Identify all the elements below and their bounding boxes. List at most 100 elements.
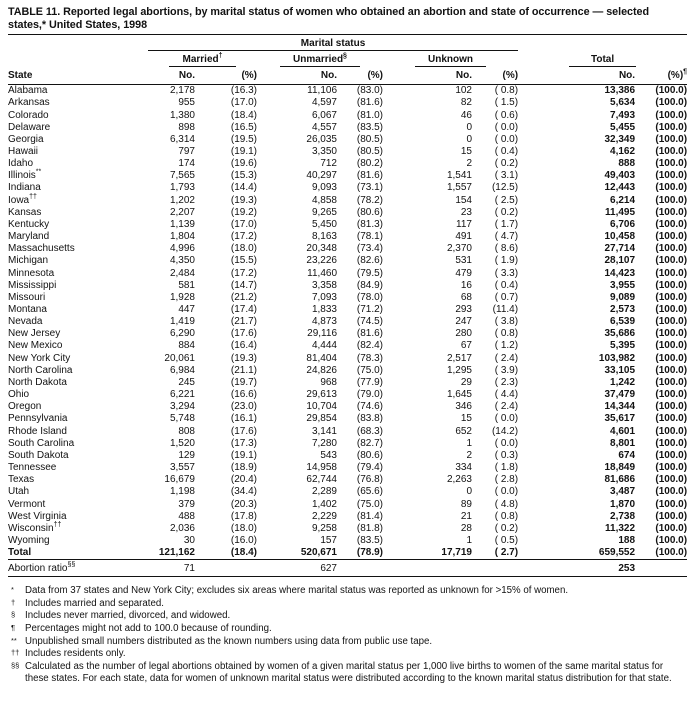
total-pct-cell: (100.0) [655, 474, 688, 486]
married-pct-cell [195, 559, 257, 578]
married-marker: † [218, 52, 223, 60]
unmarried-pct-cell: (80.6) [356, 449, 383, 461]
unknown-pct-cell: ( 0.5) [494, 534, 519, 546]
state-cell: Michigan [8, 255, 49, 267]
table-row: Vermont 379 (20.3) 1,402 (75.0) 89 ( 4.8) 1,870… [8, 499, 687, 511]
footnote-text: Percentages might not add to 100.0 becau… [25, 623, 272, 635]
unknown-no-cell: 652 [455, 425, 472, 437]
total-no-cell: 28,107 [604, 255, 636, 267]
married-pct-cell: (18.4) [230, 109, 257, 121]
unknown-pct-cell: ( 2.5) [494, 194, 519, 206]
unknown-no-cell: 67 [460, 340, 472, 352]
married-pct-cell: (16.4) [230, 340, 257, 352]
unknown-no-cell: 247 [455, 316, 472, 328]
total-pct-cell: (100.0) [655, 255, 688, 267]
married-no-cell: 488 [178, 510, 195, 522]
married-pct-cell: (34.4) [230, 486, 257, 498]
married-pct-cell: (19.3) [230, 352, 257, 364]
married-no-cell: 884 [178, 340, 195, 352]
state-cell: Alabama [8, 85, 48, 97]
unknown-no-cell: 280 [455, 328, 472, 340]
title-rule [8, 34, 687, 36]
unmarried-pct-cell: (78.0) [356, 291, 383, 303]
married-no-cell: 3,294 [169, 401, 195, 413]
married-pct-cell: (21.1) [230, 364, 257, 376]
married-pct-cell: (21.7) [230, 316, 257, 328]
unmarried-no-cell: 23,226 [306, 255, 337, 267]
unmarried-no-cell: 543 [320, 449, 337, 461]
total-no-cell: 6,706 [610, 218, 636, 230]
married-pct-cell: (17.6) [230, 328, 257, 340]
unknown-pct-cell: ( 0.2) [494, 158, 519, 170]
total-no-cell: 11,322 [605, 522, 636, 534]
married-pct-cell: (19.6) [230, 158, 257, 170]
table-row: Kentucky 1,139 (17.0) 5,450 (81.3) 117 ( 1.7) 6… [8, 219, 687, 231]
state-cell: Ohio [8, 389, 30, 401]
married-no-cell: 1,928 [169, 291, 195, 303]
unmarried-pct-cell: (74.6) [356, 401, 383, 413]
footnote-marker: †† [11, 648, 20, 658]
table-row: Hawaii 797 (19.1) 3,350 (80.5) 15 ( 0.4) 4,162 (… [8, 146, 687, 158]
married-no-cell: 1,198 [169, 486, 195, 498]
table-row: Indiana 1,793 (14.4) 9,093 (73.1) 1,557 (12.5)… [8, 182, 687, 194]
unknown-no-cell: 0 [466, 133, 472, 145]
unknown-pct-header: (%) [472, 67, 519, 86]
total-pct-cell: (100.0) [655, 498, 688, 510]
unknown-no-cell: 491 [455, 231, 472, 243]
unmarried-no-cell: 9,265 [311, 206, 337, 218]
married-no-cell: 955 [178, 97, 195, 109]
state-cell: Montana [8, 304, 47, 315]
total-pct-cell: (100.0) [655, 449, 688, 461]
unmarried-no-cell: 968 [320, 376, 337, 388]
total-no-cell: 3,487 [610, 486, 636, 498]
total-pct-cell: (100.0) [655, 340, 688, 352]
married-no-cell: 71 [148, 559, 195, 578]
total-no-cell: 674 [618, 449, 636, 461]
unmarried-no-cell: 3,358 [311, 279, 337, 291]
state-cell: Kentucky [8, 218, 50, 230]
unmarried-no-cell: 1,402 [311, 498, 337, 510]
total-pct-cell: (100.0) [655, 401, 688, 413]
table-row: Arkansas 955 (17.0) 4,597 (81.6) 82 ( 1.5) 5,63… [8, 97, 687, 109]
unknown-pct-cell [472, 559, 519, 578]
unmarried-no-cell: 5,450 [311, 218, 337, 230]
unknown-no-cell: 82 [460, 97, 472, 109]
total-pct-cell: (100.0) [655, 206, 688, 218]
married-no-cell: 16,679 [164, 474, 195, 486]
footnote-marker: ¶ [11, 623, 16, 633]
unmarried-pct-cell: (73.4) [356, 243, 383, 255]
table-row: Texas 16,679 (20.4) 62,744 (76.8) 2,263 ( 2.8)… [8, 474, 687, 486]
total-no-cell: 14,344 [604, 401, 636, 413]
spanner-blank-right [518, 35, 687, 51]
table-row: Colorado 1,380 (18.4) 6,067 (81.0) 46 ( 0.6) 7,… [8, 110, 687, 122]
unmarried-no-cell: 712 [320, 158, 337, 170]
unmarried-pct-cell: (82.6) [356, 255, 383, 267]
unmarried-pct-cell [337, 559, 383, 578]
footnote-text: Data from 37 states and New York City; e… [25, 585, 569, 597]
unknown-no-cell: 334 [455, 462, 472, 474]
unmarried-pct-cell: (74.5) [356, 316, 383, 328]
married-pct-cell: (21.2) [230, 291, 257, 303]
total-pct-cell [635, 559, 688, 578]
unknown-pct-cell: ( 4.4) [494, 389, 519, 401]
footnote-text: Includes never married, divorced, and wi… [25, 610, 231, 622]
unmarried-no-cell: 4,557 [311, 121, 337, 133]
unmarried-label: Unmarried [293, 54, 344, 66]
table-row: Montana 447 (17.4) 1,833 (71.2) 293 (11.4) 2,57… [8, 304, 687, 316]
total-pct-cell: (100.0) [655, 231, 688, 243]
unmarried-no-cell: 11,460 [307, 267, 337, 279]
married-no-cell: 379 [178, 498, 195, 510]
unmarried-pct-cell: (79.0) [356, 389, 383, 401]
table-row: West Virginia 488 (17.8) 2,229 (81.4) 21 ( 0.8… [8, 511, 687, 523]
unknown-no-cell: 531 [455, 255, 472, 267]
state-cell: Nevada [8, 316, 43, 328]
unknown-no-cell: 21 [460, 510, 472, 522]
married-no-cell: 1,804 [169, 231, 195, 243]
unknown-no-cell: 479 [455, 267, 472, 279]
unmarried-no-cell: 3,350 [311, 145, 337, 157]
state-cell: Vermont [8, 498, 46, 510]
state-cell: Illinois** [8, 168, 42, 182]
unknown-no-cell: 2,263 [446, 474, 472, 486]
total-pct-cell: (100.0) [655, 97, 688, 109]
unknown-pct-cell: ( 3.3) [494, 267, 519, 279]
